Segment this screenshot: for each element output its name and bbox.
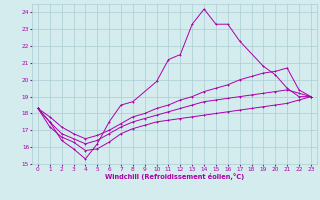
X-axis label: Windchill (Refroidissement éolien,°C): Windchill (Refroidissement éolien,°C) [105, 173, 244, 180]
